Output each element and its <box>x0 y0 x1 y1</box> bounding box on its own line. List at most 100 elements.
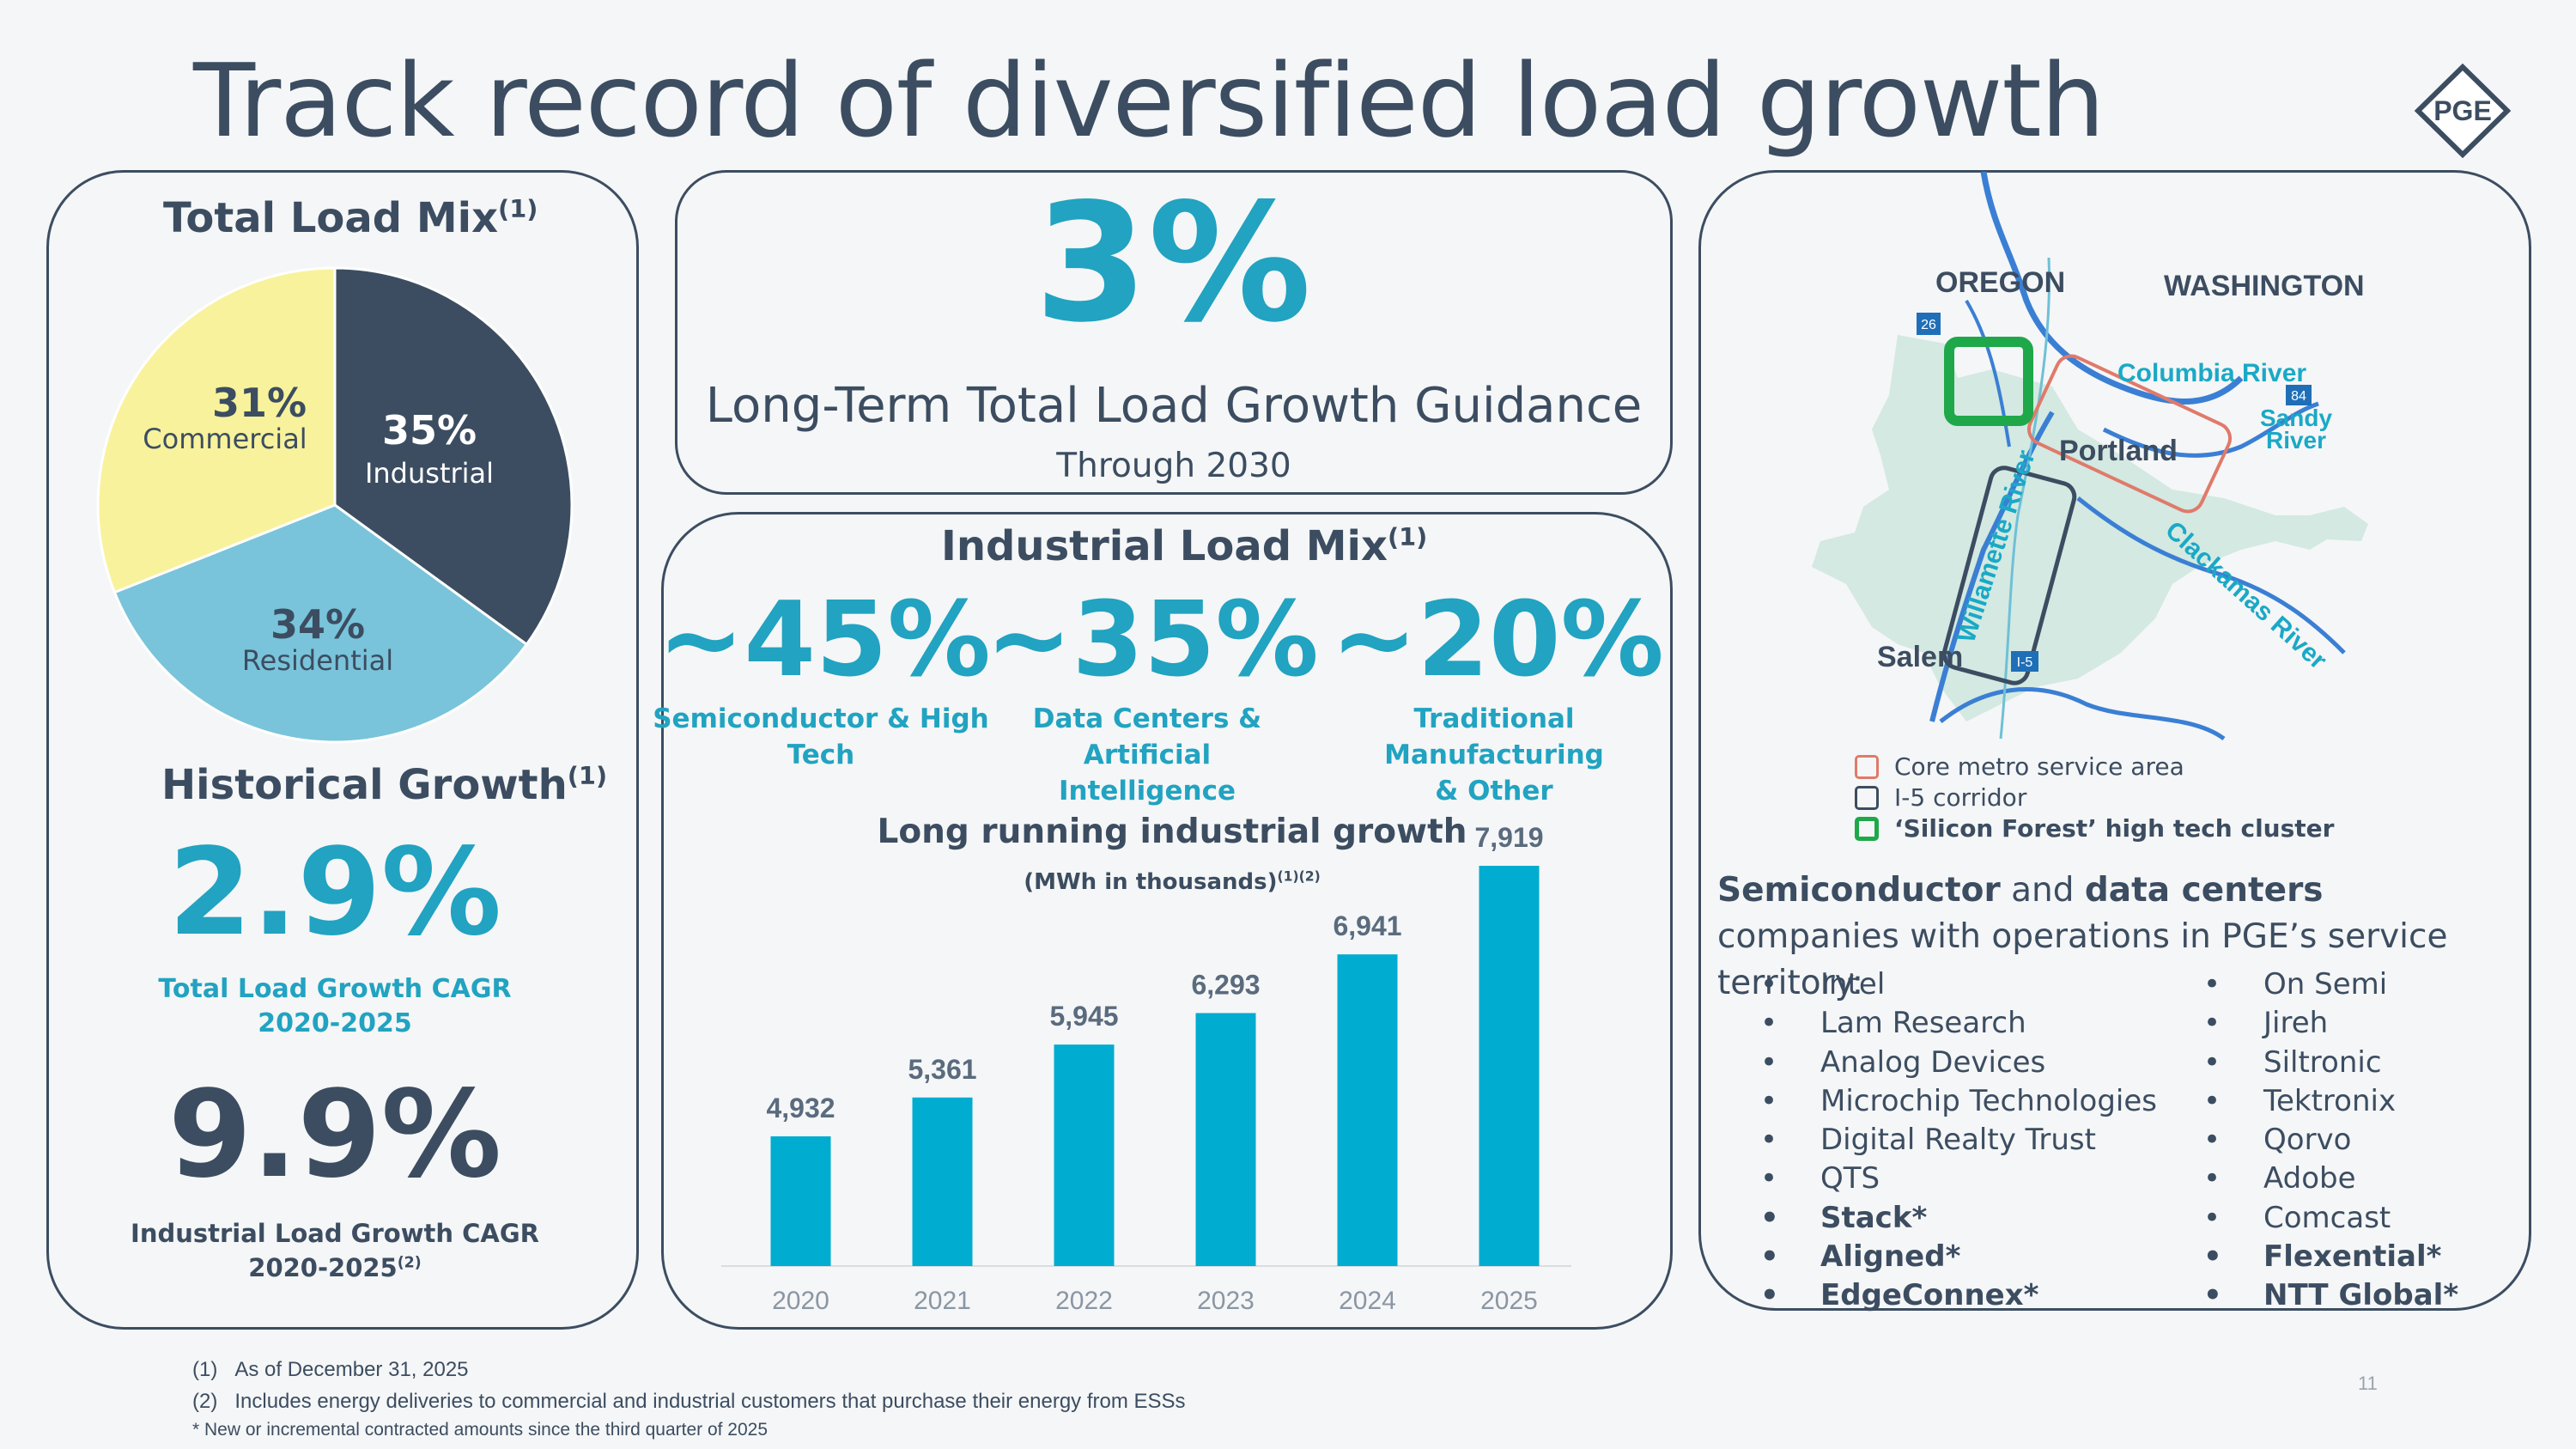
hwy-84-shield <box>2286 385 2312 405</box>
bar-value-label-2020: 4,932 <box>766 1093 835 1123</box>
chart-title: Long running industrial growth <box>877 813 1467 851</box>
company-item: Comcast <box>2203 1199 2458 1238</box>
bar-value-label-2025: 7,919 <box>1474 822 1543 853</box>
legend-core-metro-label: Core metro service area <box>1894 752 2184 781</box>
silicon-forest-outline <box>1944 337 2033 426</box>
pie-pct-commercial: 31% <box>211 380 307 426</box>
guidance-sub: Through 2030 <box>1056 447 1291 485</box>
company-item: Siltronic <box>2203 1044 2458 1082</box>
pie-slice-commercial <box>96 266 337 594</box>
tributary-1 <box>1939 687 2226 741</box>
company-item: NTT Global* <box>2203 1276 2458 1315</box>
footnotes: (1) As of December 31, 2025 (2) Includes… <box>192 1354 1186 1443</box>
legend-silicon-forest-swatch <box>1855 816 1879 841</box>
map-label-oregon: OREGON <box>1935 266 2066 299</box>
service-territory-map: 26 84 I-5 Willamette River Clackamas Riv… <box>1812 172 2368 741</box>
mix-label-traditional: Traditional Manufacturing & Other <box>1384 703 1604 807</box>
i5-corridor-outline <box>1941 466 2077 685</box>
pie-label-residential: Residential <box>241 644 394 677</box>
legend-core-metro: Core metro service area <box>1855 752 2184 781</box>
company-item: Analog Devices <box>1760 1044 2157 1082</box>
bar-value-label-2023: 6,293 <box>1191 969 1260 1000</box>
hwy-84-text: 84 <box>2291 389 2306 404</box>
company-item: Intel <box>1760 965 2157 1004</box>
core-metro-outline <box>2026 354 2233 514</box>
company-item: Microchip Technologies <box>1760 1082 2157 1121</box>
industrial-growth-bar-chart: 4,932 2020 5,361 2021 5,945 2022 6,293 2023 6,94… <box>721 822 1571 1315</box>
bar-value-label-2024: 6,941 <box>1333 910 1401 941</box>
guidance-panel <box>675 170 1673 495</box>
footnote-3: * New or incremental contracted amounts … <box>192 1420 769 1440</box>
company-item: Adobe <box>2203 1160 2458 1198</box>
company-item: Tektronix <box>2203 1082 2458 1121</box>
hwy-26-shield <box>1917 313 1941 335</box>
logo-text: PGE <box>2433 95 2492 126</box>
mix-pct-traditional: ~20% <box>1331 581 1664 700</box>
mix-label-datacenters: Data Centers & Artificial Intelligence <box>1032 703 1262 807</box>
bar-2020 <box>770 1135 831 1266</box>
bar-2024 <box>1337 954 1398 1266</box>
map-label-salem: Salem <box>1877 641 1964 673</box>
bar-value-label-2022: 5,945 <box>1049 1001 1118 1032</box>
x-tick-label-2020: 2020 <box>772 1287 829 1315</box>
total-cagr-caption: Total Load Growth CAGR 2020-2025 <box>158 974 512 1038</box>
pge-logo: PGE <box>2414 64 2512 158</box>
i5-text: I-5 <box>2017 655 2033 670</box>
industrial-cagr-value: 9.9% <box>167 1065 502 1205</box>
map-label-sandy: Sandy River <box>2260 405 2333 454</box>
x-tick-label-2022: 2022 <box>1055 1287 1113 1315</box>
legend-i5-label: I-5 corridor <box>1894 783 2027 812</box>
company-item: Digital Realty Trust <box>1760 1121 2157 1160</box>
company-item: Qorvo <box>2203 1121 2458 1160</box>
i5-shield <box>2011 651 2038 672</box>
companies-intro: Semiconductor and data centers companies… <box>1717 871 2448 1002</box>
clackamas-river <box>2076 496 2346 654</box>
company-item: On Semi <box>2203 965 2458 1004</box>
company-item: Flexential* <box>2203 1238 2458 1276</box>
industrial-cagr-caption: Industrial Load Growth CAGR 2020-2025(2) <box>131 1219 539 1282</box>
legend-i5: I-5 corridor <box>1855 783 2026 812</box>
x-tick-label-2025: 2025 <box>1480 1287 1538 1315</box>
x-tick-label-2023: 2023 <box>1197 1287 1255 1315</box>
pie-pct-residential: 34% <box>270 601 366 648</box>
map-label-portland: Portland <box>2059 435 2178 467</box>
hwy-26-text: 26 <box>1921 318 1936 332</box>
legend-silicon-forest: ‘Silicon Forest’ high tech cluster <box>1855 814 2334 843</box>
x-tick-label-2021: 2021 <box>914 1287 971 1315</box>
chart-subtitle: (MWh in thousands)(1)(2) <box>1024 868 1321 895</box>
pie-slice-residential <box>112 503 529 744</box>
company-item: Lam Research <box>1760 1004 2157 1043</box>
legend-i5-swatch <box>1855 785 1879 810</box>
footnote-2: (2) Includes energy deliveries to commer… <box>192 1390 1186 1413</box>
total-load-mix-heading: Total Load Mix(1) <box>163 194 538 242</box>
companies-list-2: On SemiJirehSiltronicTektronixQorvoAdobe… <box>2203 965 2458 1316</box>
columbia-river <box>1980 172 2244 405</box>
map-label-columbia: Columbia River <box>2117 359 2307 387</box>
page-number: 11 <box>2358 1373 2378 1394</box>
company-item: Aligned* <box>1760 1238 2157 1276</box>
company-item: Stack* <box>1760 1199 2157 1238</box>
bar-value-label-2021: 5,361 <box>908 1054 976 1085</box>
mix-pct-semiconductor: ~45% <box>658 581 991 700</box>
x-tick-label-2024: 2024 <box>1339 1287 1396 1315</box>
pie-label-commercial: Commercial <box>143 423 307 455</box>
guidance-label: Long-Term Total Load Growth Guidance <box>705 378 1643 434</box>
company-item: EdgeConnex* <box>1760 1276 2157 1315</box>
bar-2025 <box>1479 866 1540 1266</box>
historical-growth-heading: Historical Growth(1) <box>161 761 608 809</box>
industrial-mix-heading: Industrial Load Mix(1) <box>941 522 1428 570</box>
company-item: Jireh <box>2203 1004 2458 1043</box>
total-load-mix-pie <box>96 266 574 744</box>
pie-label-industrial: Industrial <box>364 457 495 490</box>
legend-core-metro-swatch <box>1855 754 1879 779</box>
map-label-washington: WASHINGTON <box>2164 270 2365 302</box>
sandy-river <box>2102 401 2319 458</box>
bar-2021 <box>912 1097 973 1266</box>
footnote-1: (1) As of December 31, 2025 <box>192 1358 469 1381</box>
mix-label-semiconductor: Semiconductor & High Tech <box>653 703 989 770</box>
bar-2023 <box>1195 1013 1256 1266</box>
i5-highway <box>1999 257 2050 740</box>
pie-pct-industrial: 35% <box>381 407 477 454</box>
legend-silicon-forest-label: ‘Silicon Forest’ high tech cluster <box>1894 814 2335 843</box>
pie-slice-industrial <box>333 266 574 647</box>
